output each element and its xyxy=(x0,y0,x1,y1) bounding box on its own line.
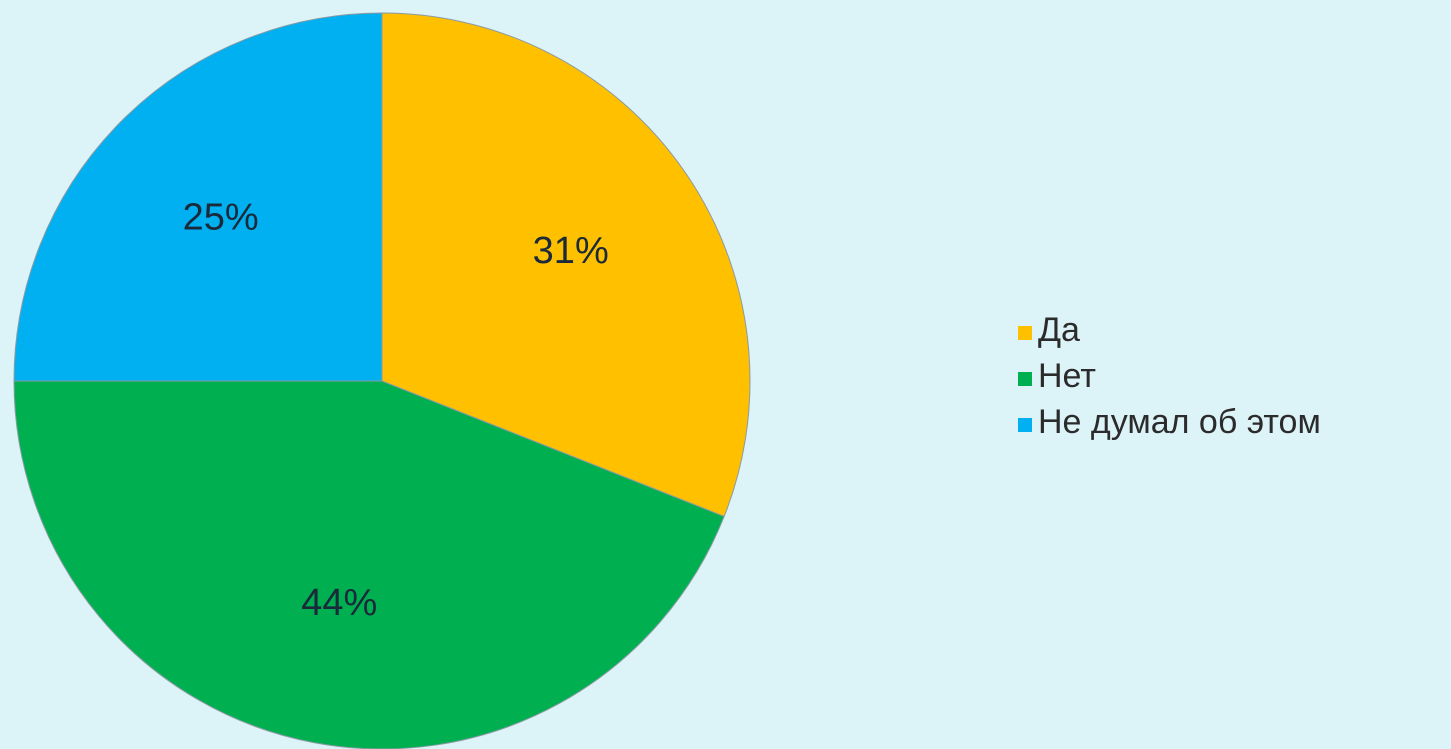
legend-swatch-2 xyxy=(1018,372,1032,386)
pie-slice-3 xyxy=(13,12,383,382)
legend: Да Нет Не думал об этом xyxy=(1018,307,1321,445)
data-label-2: 44% xyxy=(301,582,377,624)
data-label-1: 31% xyxy=(533,230,609,272)
legend-swatch-3 xyxy=(1018,418,1032,432)
legend-label-1: Да xyxy=(1038,310,1080,349)
pie-slice-2 xyxy=(13,380,725,749)
legend-item-3: Не думал об этом xyxy=(1018,399,1321,445)
legend-item-1: Да xyxy=(1018,307,1321,353)
data-label-3: 25% xyxy=(183,197,259,239)
pie-slices xyxy=(13,12,751,749)
legend-label-2: Нет xyxy=(1038,356,1096,395)
legend-label-3: Не думал об этом xyxy=(1038,402,1321,441)
legend-swatch-1 xyxy=(1018,326,1032,340)
pie-data-labels: 31% 44% 25% xyxy=(183,197,609,624)
legend-item-2: Нет xyxy=(1018,353,1321,399)
pie-slice-1 xyxy=(381,12,751,518)
